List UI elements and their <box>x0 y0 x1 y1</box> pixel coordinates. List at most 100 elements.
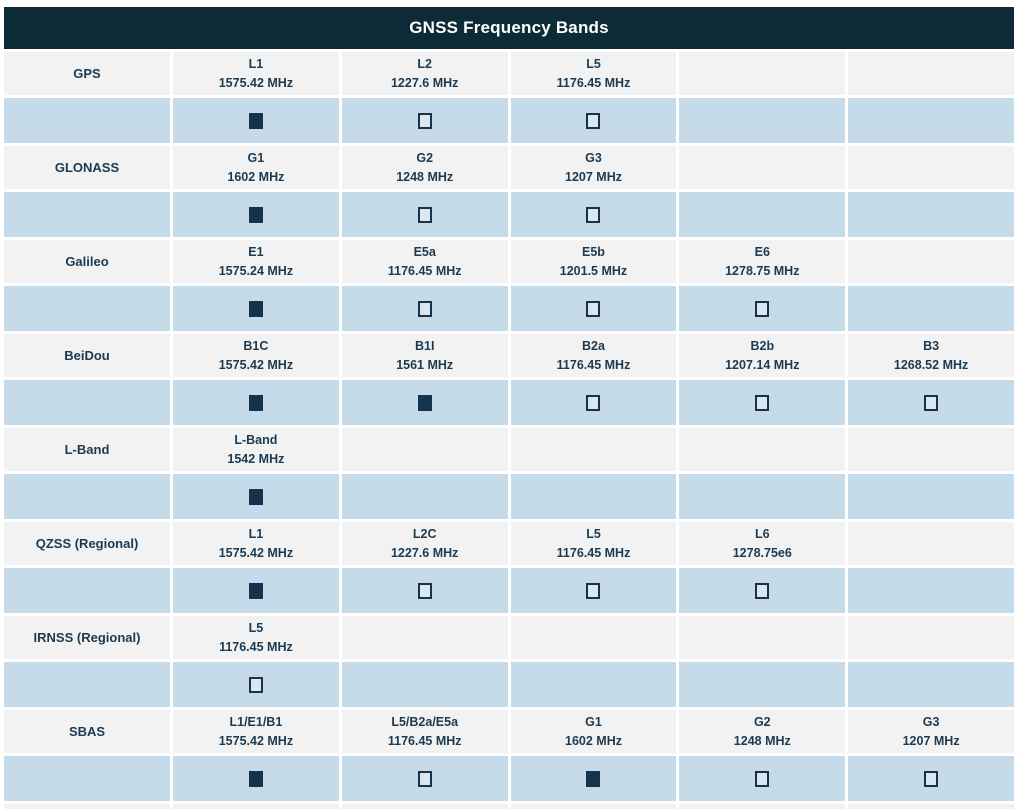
band-label-row: GPS L1 1575.42 MHz L2 1227.6 MHz L5 1176.45 MH… <box>4 52 1014 95</box>
checkbox-cell <box>341 192 508 237</box>
band-checkbox-unchecked[interactable] <box>417 770 432 787</box>
band-frequency: 1575.24 MHz <box>218 263 294 278</box>
checkbox-cell <box>510 568 677 613</box>
band-checkbox-unchecked[interactable] <box>924 770 939 787</box>
band-cell <box>341 616 508 659</box>
band-cell: L2C 1227.6 MHz <box>341 522 508 565</box>
system-name-cell: GPS <box>4 52 170 95</box>
band-name: B2a <box>582 339 605 354</box>
band-label-row: IRNSS (Regional) L5 1176.45 MHz <box>4 616 1014 659</box>
band-cell: G2 1248 MHz <box>341 146 508 189</box>
checkbox-cell <box>848 98 1014 143</box>
checkbox-cell <box>679 286 846 331</box>
checkbox-cell <box>510 474 677 519</box>
checkbox-cell <box>848 662 1014 707</box>
band-checkbox-checked[interactable] <box>248 206 263 223</box>
band-checkbox-unchecked[interactable] <box>417 206 432 223</box>
band-cell: G1 1602 MHz <box>173 146 339 189</box>
band-checkbox-unchecked[interactable] <box>755 770 770 787</box>
system-name-cell: QZSS (Regional) <box>4 522 170 565</box>
band-checkbox-unchecked[interactable] <box>586 206 601 223</box>
band-checkbox-unchecked[interactable] <box>755 582 770 599</box>
band-checkbox-checked[interactable] <box>248 770 263 787</box>
band-checkbox-unchecked[interactable] <box>417 582 432 599</box>
band-frequency: 1201.5 MHz <box>559 263 628 278</box>
band-frequency: 1176.45 MHz <box>556 357 631 372</box>
band-cell: L1 1575.42 MHz <box>173 522 339 565</box>
band-name: E5b <box>582 245 605 260</box>
band-name: B2b <box>750 339 775 354</box>
band-checkbox-checked[interactable] <box>248 582 263 599</box>
band-frequency: 1248 MHz <box>733 733 791 748</box>
band-cell <box>679 146 846 189</box>
band-cell: L5 1176.45 MHz <box>173 616 339 659</box>
checkbox-cell <box>510 756 677 801</box>
band-label-row: GLONASS G1 1602 MHz G2 1248 MHz G3 1207 MHz <box>4 146 1014 189</box>
band-cell: G1 1602 MHz <box>510 710 677 753</box>
band-cell <box>848 52 1014 95</box>
band-name: G1 <box>247 151 265 166</box>
checkbox-cell <box>679 568 846 613</box>
band-cell: E1 1575.24 MHz <box>173 240 339 283</box>
band-checkbox-checked[interactable] <box>248 112 263 129</box>
band-cell <box>510 428 677 471</box>
checkbox-cell <box>173 380 339 425</box>
band-checkbox-row <box>4 192 1014 237</box>
band-frequency: 1207.14 MHz <box>725 357 800 372</box>
band-name: B3 <box>923 339 940 354</box>
band-frequency: 1227.6 MHz <box>390 545 459 560</box>
system-name: IRNSS (Regional) <box>33 630 141 645</box>
band-frequency: 1176.45 MHz <box>387 733 462 748</box>
band-frequency: 1575.42 MHz <box>218 357 294 372</box>
checkbox-row-spacer-cell <box>4 568 170 613</box>
band-name: E5a <box>413 245 436 260</box>
band-checkbox-checked[interactable] <box>417 394 432 411</box>
band-checkbox-unchecked[interactable] <box>417 112 432 129</box>
band-frequency: 1268.52 MHz <box>893 357 969 372</box>
checkbox-cell <box>848 286 1014 331</box>
checkbox-cell <box>510 662 677 707</box>
band-checkbox-unchecked[interactable] <box>755 394 770 411</box>
band-cell: B2a 1176.45 MHz <box>510 334 677 377</box>
band-checkbox-unchecked[interactable] <box>417 300 432 317</box>
band-name: G3 <box>585 151 602 166</box>
band-name: G1 <box>585 715 602 730</box>
band-label-row: BeiDou B1C 1575.42 MHz B1I 1561 MHz B2a 1176.4… <box>4 334 1014 377</box>
checkbox-cell <box>848 756 1014 801</box>
table-title-bar: GNSS Frequency Bands <box>4 7 1014 49</box>
band-name: L5/B2a/E5a <box>391 715 459 730</box>
band-checkbox-row <box>4 98 1014 143</box>
band-checkbox-unchecked[interactable] <box>586 112 601 129</box>
band-frequency: 1176.45 MHz <box>556 545 631 560</box>
band-cell: E6 1278.75 MHz <box>679 240 846 283</box>
band-checkbox-unchecked[interactable] <box>586 300 601 317</box>
band-checkbox-unchecked[interactable] <box>248 676 263 693</box>
band-cell: L5 1176.45 MHz <box>510 522 677 565</box>
band-checkbox-checked[interactable] <box>248 488 263 505</box>
band-name: L5 <box>586 57 601 72</box>
band-frequency: 1207 MHz <box>902 733 960 748</box>
band-name: B1C <box>243 339 269 354</box>
band-frequency: 1542 MHz <box>227 451 285 466</box>
band-checkbox-unchecked[interactable] <box>586 582 601 599</box>
checkbox-cell <box>341 756 508 801</box>
band-cell: G3 1207 MHz <box>510 146 677 189</box>
band-frequency: 1602 MHz <box>565 733 622 748</box>
checkbox-cell <box>679 474 846 519</box>
checkbox-cell <box>679 192 846 237</box>
band-frequency: 1248 MHz <box>396 169 454 184</box>
band-checkbox-unchecked[interactable] <box>924 394 939 411</box>
band-checkbox-checked[interactable] <box>248 300 263 317</box>
band-cell: L1 1575.42 MHz <box>173 52 339 95</box>
band-frequency: 1575.42 MHz <box>218 75 294 90</box>
band-checkbox-unchecked[interactable] <box>586 394 601 411</box>
band-checkbox-checked[interactable] <box>586 770 601 787</box>
band-checkbox-checked[interactable] <box>248 394 263 411</box>
band-frequency: 1176.45 MHz <box>219 639 293 654</box>
band-checkbox-unchecked[interactable] <box>755 300 770 317</box>
band-frequency: 1207 MHz <box>565 169 622 184</box>
checkbox-cell <box>848 568 1014 613</box>
band-checkbox-row <box>4 756 1014 801</box>
band-cell: E5b 1201.5 MHz <box>510 240 677 283</box>
band-cell: B1C 1575.42 MHz <box>173 334 339 377</box>
